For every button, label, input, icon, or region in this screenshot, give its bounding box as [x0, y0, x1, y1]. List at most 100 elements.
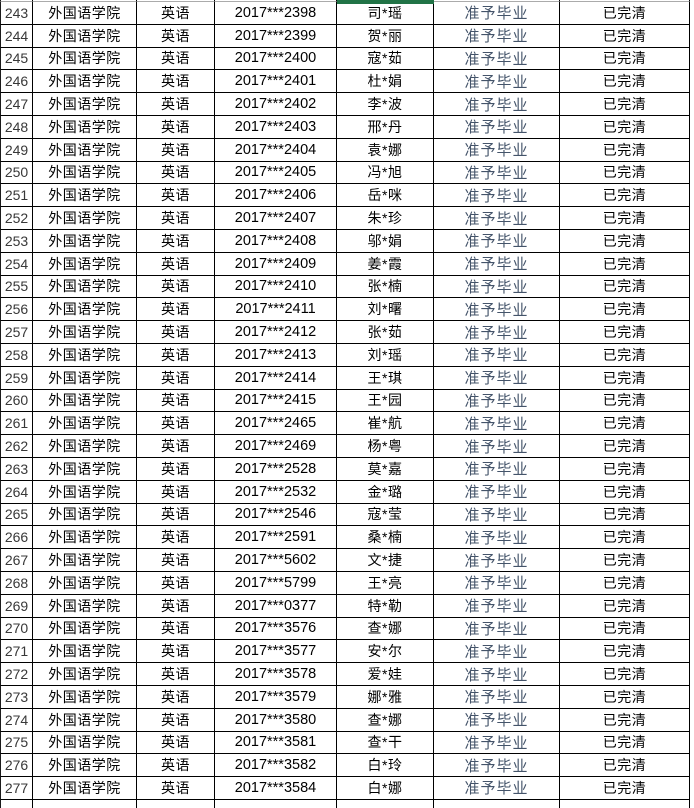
- row-number-cell[interactable]: 246: [0, 70, 33, 94]
- row-number-cell[interactable]: 245: [0, 47, 33, 71]
- graduation-status-cell[interactable]: 准予毕业: [434, 47, 560, 71]
- student-id-cell[interactable]: 2017***3577: [215, 640, 337, 664]
- student-id-cell[interactable]: 2017***2402: [215, 93, 337, 116]
- row-number-cell[interactable]: 277: [0, 777, 33, 800]
- partial-row-cell[interactable]: [215, 799, 337, 808]
- fee-clearance-cell[interactable]: 已完清: [560, 343, 690, 367]
- row-number-cell[interactable]: 272: [0, 663, 33, 686]
- row-number-cell[interactable]: 269: [0, 594, 33, 618]
- row-number-cell[interactable]: 270: [0, 617, 33, 641]
- college-cell[interactable]: 外国语学院: [33, 161, 137, 185]
- student-id-cell[interactable]: 2017***2413: [215, 343, 337, 367]
- student-name-cell[interactable]: 白*娜: [337, 777, 434, 800]
- partial-row-cell[interactable]: [137, 799, 215, 808]
- row-number-cell[interactable]: 252: [0, 207, 33, 230]
- graduation-status-cell[interactable]: 准予毕业: [434, 138, 560, 162]
- student-name-cell[interactable]: 查*干: [337, 731, 434, 755]
- row-number-cell[interactable]: 267: [0, 549, 33, 572]
- graduation-status-cell[interactable]: 准予毕业: [434, 298, 560, 322]
- major-cell[interactable]: 英语: [137, 343, 215, 367]
- graduation-status-cell[interactable]: 准予毕业: [434, 754, 560, 778]
- college-cell[interactable]: 外国语学院: [33, 754, 137, 778]
- partial-row-cell[interactable]: [560, 0, 690, 2]
- college-cell[interactable]: 外国语学院: [33, 47, 137, 71]
- major-cell[interactable]: 英语: [137, 754, 215, 778]
- graduation-status-cell[interactable]: 准予毕业: [434, 252, 560, 276]
- student-id-cell[interactable]: 2017***3584: [215, 777, 337, 800]
- student-id-cell[interactable]: 2017***2591: [215, 526, 337, 550]
- student-id-cell[interactable]: 2017***3579: [215, 685, 337, 709]
- fee-clearance-cell[interactable]: 已完清: [560, 777, 690, 800]
- graduation-status-cell[interactable]: 准予毕业: [434, 24, 560, 48]
- partial-row-cell[interactable]: [33, 0, 137, 2]
- student-name-cell[interactable]: 贺*丽: [337, 24, 434, 48]
- graduation-status-cell[interactable]: 准予毕业: [434, 480, 560, 504]
- graduation-status-cell[interactable]: 准予毕业: [434, 435, 560, 458]
- partial-row-cell[interactable]: [215, 0, 337, 2]
- student-name-cell[interactable]: 白*玲: [337, 754, 434, 778]
- fee-clearance-cell[interactable]: 已完清: [560, 503, 690, 527]
- major-cell[interactable]: 英语: [137, 389, 215, 413]
- graduation-status-cell[interactable]: 准予毕业: [434, 685, 560, 709]
- fee-clearance-cell[interactable]: 已完清: [560, 708, 690, 732]
- row-number-cell[interactable]: 256: [0, 298, 33, 322]
- major-cell[interactable]: 英语: [137, 24, 215, 48]
- row-number-cell[interactable]: 254: [0, 252, 33, 276]
- college-cell[interactable]: 外国语学院: [33, 571, 137, 595]
- college-cell[interactable]: 外国语学院: [33, 640, 137, 664]
- major-cell[interactable]: 英语: [137, 366, 215, 390]
- row-number-cell[interactable]: 243: [0, 2, 33, 25]
- fee-clearance-cell[interactable]: 已完清: [560, 24, 690, 48]
- college-cell[interactable]: 外国语学院: [33, 457, 137, 481]
- graduation-status-cell[interactable]: 准予毕业: [434, 2, 560, 25]
- major-cell[interactable]: 英语: [137, 138, 215, 162]
- student-name-cell[interactable]: 冯*旭: [337, 161, 434, 185]
- fee-clearance-cell[interactable]: 已完清: [560, 47, 690, 71]
- fee-clearance-cell[interactable]: 已完清: [560, 640, 690, 664]
- graduation-status-cell[interactable]: 准予毕业: [434, 731, 560, 755]
- major-cell[interactable]: 英语: [137, 777, 215, 800]
- college-cell[interactable]: 外国语学院: [33, 503, 137, 527]
- student-name-cell[interactable]: 朱*珍: [337, 207, 434, 230]
- student-name-cell[interactable]: 杜*娟: [337, 70, 434, 94]
- fee-clearance-cell[interactable]: 已完清: [560, 321, 690, 344]
- fee-clearance-cell[interactable]: 已完清: [560, 366, 690, 390]
- student-id-cell[interactable]: 2017***2546: [215, 503, 337, 527]
- major-cell[interactable]: 英语: [137, 115, 215, 139]
- student-id-cell[interactable]: 2017***3582: [215, 754, 337, 778]
- major-cell[interactable]: 英语: [137, 571, 215, 595]
- major-cell[interactable]: 英语: [137, 275, 215, 299]
- student-id-cell[interactable]: 2017***3578: [215, 663, 337, 686]
- major-cell[interactable]: 英语: [137, 321, 215, 344]
- student-name-cell[interactable]: 寇*茹: [337, 47, 434, 71]
- fee-clearance-cell[interactable]: 已完清: [560, 457, 690, 481]
- major-cell[interactable]: 英语: [137, 207, 215, 230]
- major-cell[interactable]: 英语: [137, 435, 215, 458]
- student-name-cell[interactable]: 查*娜: [337, 617, 434, 641]
- student-name-cell[interactable]: 杨*粤: [337, 435, 434, 458]
- student-name-cell[interactable]: 袁*娜: [337, 138, 434, 162]
- major-cell[interactable]: 英语: [137, 2, 215, 25]
- graduation-status-cell[interactable]: 准予毕业: [434, 366, 560, 390]
- fee-clearance-cell[interactable]: 已完清: [560, 435, 690, 458]
- row-number-cell[interactable]: 263: [0, 457, 33, 481]
- student-name-cell[interactable]: 安*尔: [337, 640, 434, 664]
- student-name-cell[interactable]: 王*琪: [337, 366, 434, 390]
- fee-clearance-cell[interactable]: 已完清: [560, 685, 690, 709]
- college-cell[interactable]: 外国语学院: [33, 777, 137, 800]
- college-cell[interactable]: 外国语学院: [33, 298, 137, 322]
- student-id-cell[interactable]: 2017***2465: [215, 412, 337, 436]
- student-name-cell[interactable]: 邬*娟: [337, 229, 434, 253]
- college-cell[interactable]: 外国语学院: [33, 275, 137, 299]
- student-name-cell[interactable]: 文*捷: [337, 549, 434, 572]
- college-cell[interactable]: 外国语学院: [33, 617, 137, 641]
- fee-clearance-cell[interactable]: 已完清: [560, 571, 690, 595]
- major-cell[interactable]: 英语: [137, 93, 215, 116]
- major-cell[interactable]: 英语: [137, 594, 215, 618]
- major-cell[interactable]: 英语: [137, 184, 215, 208]
- major-cell[interactable]: 英语: [137, 161, 215, 185]
- student-name-cell[interactable]: 司*瑶: [337, 2, 434, 25]
- graduation-status-cell[interactable]: 准予毕业: [434, 526, 560, 550]
- major-cell[interactable]: 英语: [137, 663, 215, 686]
- college-cell[interactable]: 外国语学院: [33, 526, 137, 550]
